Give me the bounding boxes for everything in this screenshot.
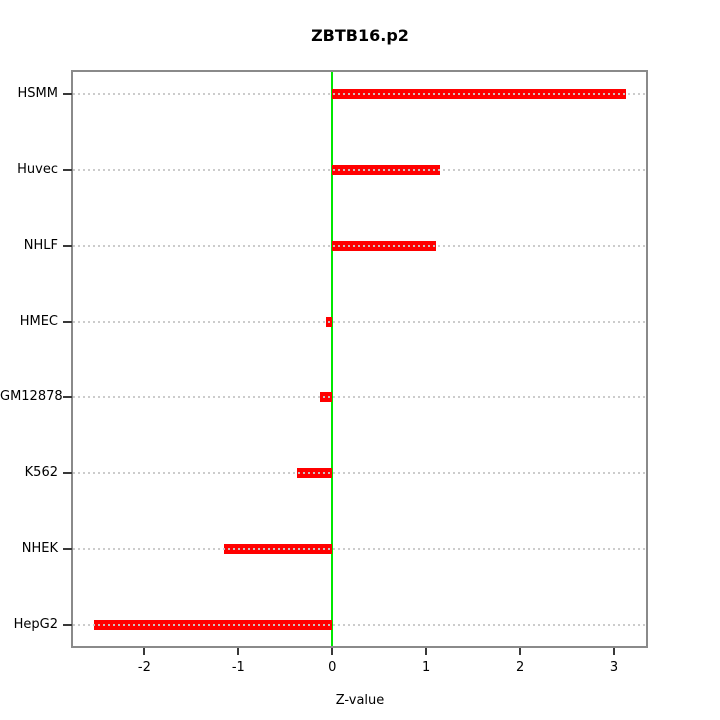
gridline: [73, 548, 646, 551]
gridline: [73, 623, 646, 626]
y-axis-label: Huvec: [17, 161, 58, 177]
plot-area: [71, 70, 648, 648]
gridline: [73, 244, 646, 247]
zero-reference-line: [331, 72, 334, 646]
y-axis-tick: [63, 244, 72, 247]
gridline: [73, 472, 646, 475]
x-axis-tick-label: 0: [328, 660, 337, 675]
y-axis-tick: [63, 472, 72, 475]
y-axis-tick: [63, 623, 72, 626]
y-axis-label: HMEC: [19, 313, 58, 329]
x-axis-tick: [237, 648, 240, 655]
x-axis-title: Z-value: [335, 693, 385, 708]
y-axis-label: K562: [24, 465, 58, 481]
y-axis-tick: [63, 396, 72, 399]
x-axis-tick: [331, 648, 334, 655]
x-axis-tick-label: 1: [422, 660, 431, 675]
chart-title: ZBTB16.p2: [311, 26, 409, 45]
y-axis-tick: [63, 93, 72, 95]
gridline: [73, 320, 646, 323]
y-axis-tick: [63, 320, 72, 323]
x-axis-tick: [519, 648, 522, 655]
x-axis-tick: [613, 648, 616, 655]
y-axis-label: HSMM: [17, 86, 58, 101]
gridline: [73, 93, 646, 95]
y-axis-label: NHLF: [23, 237, 58, 253]
x-axis-tick-label: -1: [231, 660, 245, 675]
y-axis-label: HepG2: [13, 616, 58, 632]
gridline: [73, 168, 646, 171]
x-axis-tick-label: -2: [137, 660, 151, 675]
x-axis-tick-label: 3: [609, 660, 619, 675]
x-axis-tick: [425, 648, 428, 655]
y-axis-label: NHEK: [21, 541, 58, 557]
x-axis-tick-label: 2: [515, 660, 525, 675]
gridline: [73, 396, 646, 399]
y-axis-tick: [63, 168, 72, 171]
y-axis-label: GM12878: [0, 389, 63, 405]
x-axis-tick: [143, 648, 146, 655]
y-axis-tick: [63, 548, 72, 551]
